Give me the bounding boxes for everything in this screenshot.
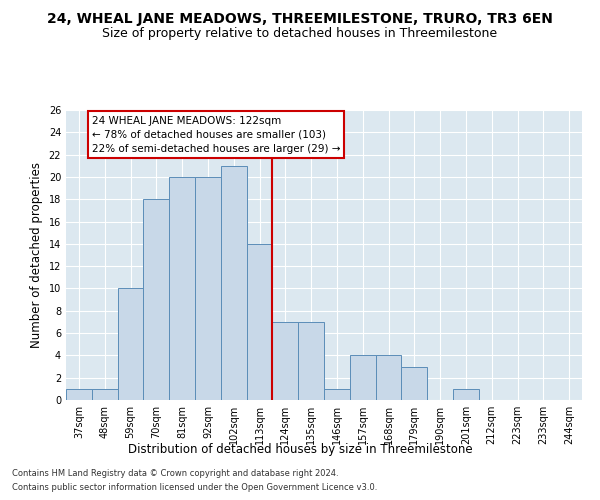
Bar — [272, 322, 298, 400]
Bar — [169, 177, 195, 400]
Bar — [92, 389, 118, 400]
Y-axis label: Number of detached properties: Number of detached properties — [30, 162, 43, 348]
Text: 24 WHEAL JANE MEADOWS: 122sqm
← 78% of detached houses are smaller (103)
22% of : 24 WHEAL JANE MEADOWS: 122sqm ← 78% of d… — [92, 116, 340, 154]
Bar — [66, 389, 92, 400]
Bar — [195, 177, 221, 400]
Bar — [324, 389, 350, 400]
Text: Contains HM Land Registry data © Crown copyright and database right 2024.: Contains HM Land Registry data © Crown c… — [12, 468, 338, 477]
Text: Contains public sector information licensed under the Open Government Licence v3: Contains public sector information licen… — [12, 484, 377, 492]
Bar — [376, 356, 401, 400]
Bar — [453, 389, 479, 400]
Bar — [298, 322, 324, 400]
Bar — [221, 166, 247, 400]
Text: Size of property relative to detached houses in Threemilestone: Size of property relative to detached ho… — [103, 28, 497, 40]
Bar — [350, 356, 376, 400]
Text: Distribution of detached houses by size in Threemilestone: Distribution of detached houses by size … — [128, 442, 472, 456]
Text: 24, WHEAL JANE MEADOWS, THREEMILESTONE, TRURO, TR3 6EN: 24, WHEAL JANE MEADOWS, THREEMILESTONE, … — [47, 12, 553, 26]
Bar — [118, 288, 143, 400]
Bar — [401, 366, 427, 400]
Bar — [143, 199, 169, 400]
Bar — [247, 244, 272, 400]
